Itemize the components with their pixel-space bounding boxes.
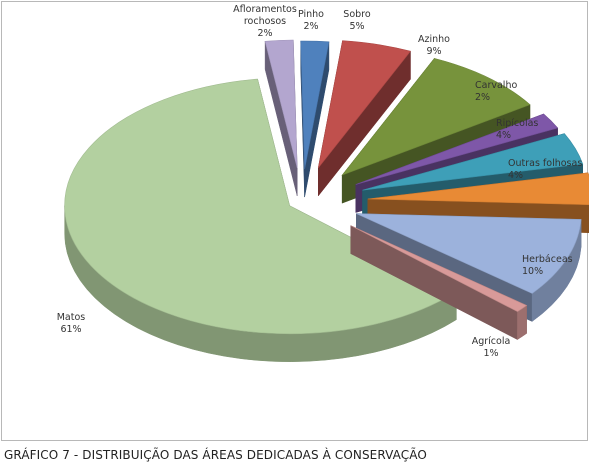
pie-slice-afloramentos-rochosos	[264, 39, 298, 197]
data-label-sobro: Sobro 5%	[343, 9, 371, 32]
slice-top	[264, 39, 298, 169]
data-label-azinho: Azinho 9%	[418, 34, 450, 57]
slice-top	[356, 213, 582, 294]
slice-top	[355, 113, 559, 185]
data-label-ripícolas: Ripícolas 4%	[496, 118, 538, 141]
slice-top	[64, 78, 457, 335]
slice-top	[317, 40, 412, 169]
data-label-afloramentos-rochosos: Afloramentos rochosos 2%	[233, 4, 297, 39]
pie-chart: Pinho 2% Sobro 5% Azinho 9% Carvalho 2% Ripícola…	[57, 4, 589, 362]
chart-frame: Pinho 2% Sobro 5% Azinho 9% Carvalho 2% Ripícola…	[1, 1, 589, 441]
slice-top	[341, 58, 531, 176]
pie-slice-agrícola	[350, 225, 528, 341]
slice-top	[362, 133, 584, 191]
data-label-matos: Matos 61%	[57, 312, 86, 335]
slice-top	[367, 172, 589, 206]
data-label-pinho: Pinho 2%	[298, 9, 324, 32]
slice-top	[300, 40, 330, 170]
figure-caption: GRÁFICO 7 - DISTRIBUIÇÃO DAS ÁREAS DEDIC…	[4, 448, 427, 462]
data-label-outras-folhosas: Outras folhosas 4%	[508, 158, 582, 181]
pie-slice-pinho	[300, 40, 330, 198]
data-label-herbáceas: Herbáceas 10%	[522, 254, 573, 277]
slice-top	[350, 225, 528, 312]
data-label-agrícola: Agrícola 1%	[472, 336, 511, 359]
data-label-carvalho: Carvalho 2%	[475, 80, 517, 103]
pie-slice-sobro	[317, 40, 412, 197]
